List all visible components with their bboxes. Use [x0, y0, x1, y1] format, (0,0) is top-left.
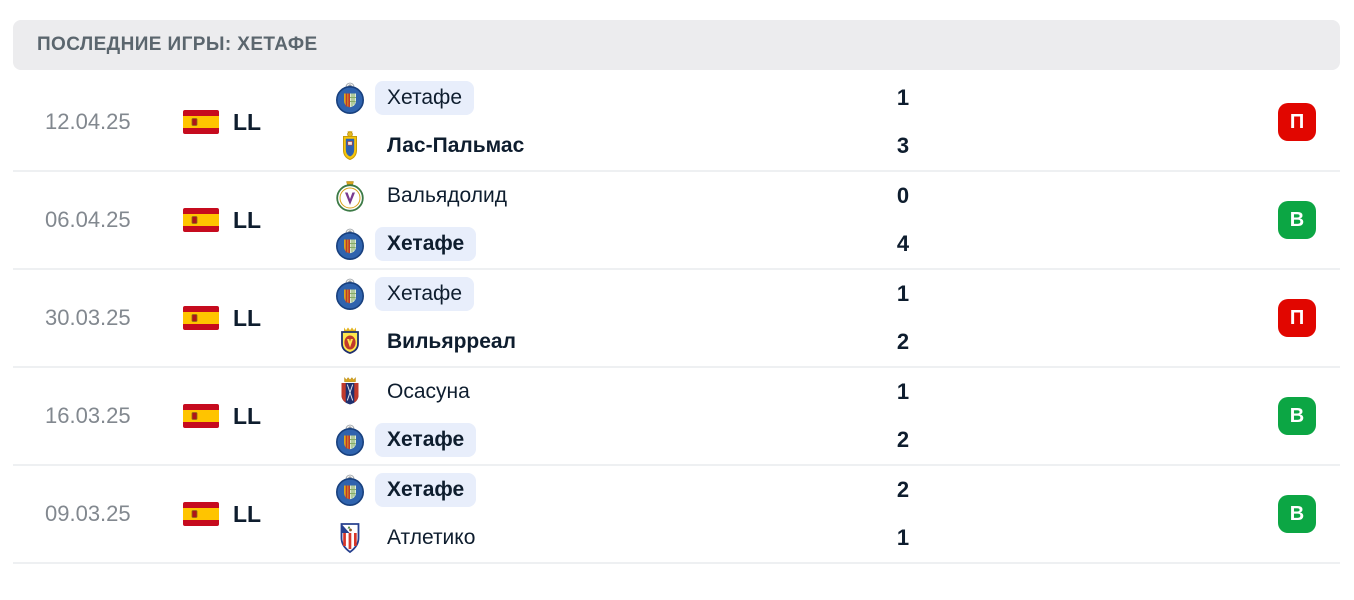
home-team-name[interactable]: Хетафе: [375, 277, 475, 311]
home-score: 1: [896, 85, 910, 110]
away-team-line: Хетафе: [333, 416, 878, 464]
away-team-name[interactable]: Лас-Пальмас: [387, 134, 525, 157]
score-cell: 1 3: [878, 74, 928, 170]
match-date: 06.04.25: [45, 207, 131, 232]
result-badge[interactable]: П: [1278, 103, 1316, 141]
home-team-logo-icon: [333, 81, 367, 115]
score-cell: 2 1: [878, 466, 928, 562]
away-score: 3: [896, 133, 910, 158]
home-team-logo-icon: [333, 375, 367, 409]
spain-flag-icon: [183, 502, 219, 526]
home-team-name[interactable]: Хетафе: [375, 473, 477, 507]
teams-cell: Осасуна Хетафе: [333, 368, 878, 464]
home-team-logo-icon: [333, 277, 367, 311]
away-team-name[interactable]: Атлетико: [387, 526, 476, 549]
teams-cell: Хетафе Лас-Пальмас: [333, 74, 878, 170]
matches-list: 12.04.25 LL Хетафе Лас-Пальмас 1 3 П 06.…: [13, 74, 1340, 564]
league-cell: LL: [183, 109, 333, 136]
home-team-line: Хетафе: [333, 466, 878, 514]
result-badge[interactable]: В: [1278, 397, 1316, 435]
league-code: LL: [233, 108, 262, 135]
match-row[interactable]: 16.03.25 LL Осасуна Хетафе 1 2 В: [13, 368, 1340, 466]
home-team-line: Хетафе: [333, 270, 878, 318]
home-score: 1: [896, 281, 910, 306]
result-cell: В: [928, 397, 1340, 435]
match-row[interactable]: 12.04.25 LL Хетафе Лас-Пальмас 1 3 П: [13, 74, 1340, 172]
league-cell: LL: [183, 501, 333, 528]
home-score: 0: [896, 183, 910, 208]
away-score: 1: [896, 525, 910, 550]
result-cell: В: [928, 201, 1340, 239]
home-score: 2: [896, 477, 910, 502]
home-score: 1: [896, 379, 910, 404]
score-cell: 1 2: [878, 368, 928, 464]
section-title: ПОСЛЕДНИЕ ИГРЫ: ХЕТАФЕ: [37, 34, 318, 55]
result-badge[interactable]: В: [1278, 495, 1316, 533]
away-team-logo-icon: [333, 129, 367, 163]
league-cell: LL: [183, 403, 333, 430]
result-badge[interactable]: П: [1278, 299, 1316, 337]
away-score: 4: [896, 231, 910, 256]
home-team-name[interactable]: Осасуна: [387, 380, 470, 403]
home-team-name[interactable]: Хетафе: [375, 81, 475, 115]
league-code: LL: [233, 304, 262, 331]
league-cell: LL: [183, 305, 333, 332]
match-date: 30.03.25: [45, 305, 131, 330]
home-team-logo-icon: [333, 473, 367, 507]
home-team-logo-icon: [333, 179, 367, 213]
teams-cell: Вальядолид Хетафе: [333, 172, 878, 268]
spain-flag-icon: [183, 306, 219, 330]
match-row[interactable]: 06.04.25 LL Вальядолид Хетафе 0 4 В: [13, 172, 1340, 270]
score-cell: 1 2: [878, 270, 928, 366]
away-team-name[interactable]: Вильярреал: [387, 330, 516, 353]
away-team-logo-icon: [333, 521, 367, 555]
match-row[interactable]: 09.03.25 LL Хетафе Атлетико 2 1 В: [13, 466, 1340, 564]
away-team-line: Хетафе: [333, 220, 878, 268]
teams-cell: Хетафе Атлетико: [333, 466, 878, 562]
away-team-logo-icon: [333, 423, 367, 457]
away-team-name[interactable]: Хетафе: [375, 423, 477, 457]
spain-flag-icon: [183, 404, 219, 428]
score-cell: 0 4: [878, 172, 928, 268]
home-team-line: Осасуна: [333, 368, 878, 416]
match-date: 16.03.25: [45, 403, 131, 428]
result-badge[interactable]: В: [1278, 201, 1316, 239]
match-row[interactable]: 30.03.25 LL Хетафе Вильярреал 1 2 П: [13, 270, 1340, 368]
league-code: LL: [233, 402, 262, 429]
home-team-line: Хетафе: [333, 74, 878, 122]
league-code: LL: [233, 500, 262, 527]
result-cell: П: [928, 103, 1340, 141]
away-team-logo-icon: [333, 227, 367, 261]
away-team-logo-icon: [333, 325, 367, 359]
result-cell: В: [928, 495, 1340, 533]
result-cell: П: [928, 299, 1340, 337]
match-date: 09.03.25: [45, 501, 131, 526]
away-team-name[interactable]: Хетафе: [375, 227, 477, 261]
away-team-line: Атлетико: [333, 514, 878, 562]
spain-flag-icon: [183, 110, 219, 134]
away-score: 2: [896, 427, 910, 452]
home-team-name[interactable]: Вальядолид: [387, 184, 507, 207]
teams-cell: Хетафе Вильярреал: [333, 270, 878, 366]
league-cell: LL: [183, 207, 333, 234]
league-code: LL: [233, 206, 262, 233]
away-team-line: Лас-Пальмас: [333, 122, 878, 170]
away-team-line: Вильярреал: [333, 318, 878, 366]
match-date: 12.04.25: [45, 109, 131, 134]
away-score: 2: [896, 329, 910, 354]
spain-flag-icon: [183, 208, 219, 232]
section-header: ПОСЛЕДНИЕ ИГРЫ: ХЕТАФЕ: [13, 20, 1340, 70]
home-team-line: Вальядолид: [333, 172, 878, 220]
